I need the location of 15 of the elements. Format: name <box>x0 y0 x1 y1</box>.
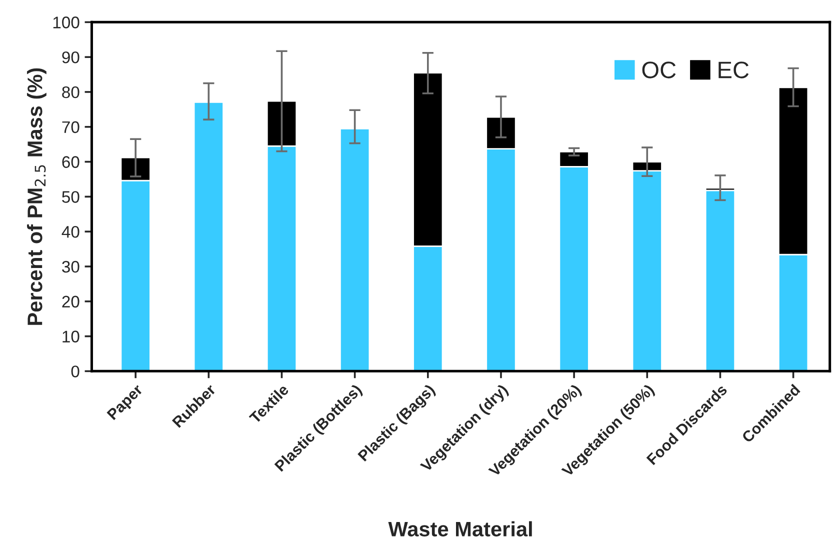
y-tick-label: 0 <box>71 366 80 378</box>
y-tick-label: 90 <box>62 51 80 64</box>
y-tick-label: 20 <box>62 296 80 308</box>
legend-label: EC <box>718 62 749 78</box>
y-tick-label: 40 <box>62 226 80 238</box>
legend-label: OC <box>642 62 676 78</box>
y-tick-label: 70 <box>62 121 80 134</box>
y-tick-label: 30 <box>62 260 80 273</box>
y-tick-label: 50 <box>62 191 80 203</box>
x-axis-title: Waste Material <box>388 521 532 537</box>
y-tick-label: 100 <box>53 16 80 28</box>
y-tick-label: 60 <box>62 156 80 168</box>
y-axis-title: Percent of PM$_{2.5}$ Mass (%) <box>26 68 46 325</box>
y-tick-label: 80 <box>62 86 80 98</box>
y-tick-label: 10 <box>62 330 80 342</box>
